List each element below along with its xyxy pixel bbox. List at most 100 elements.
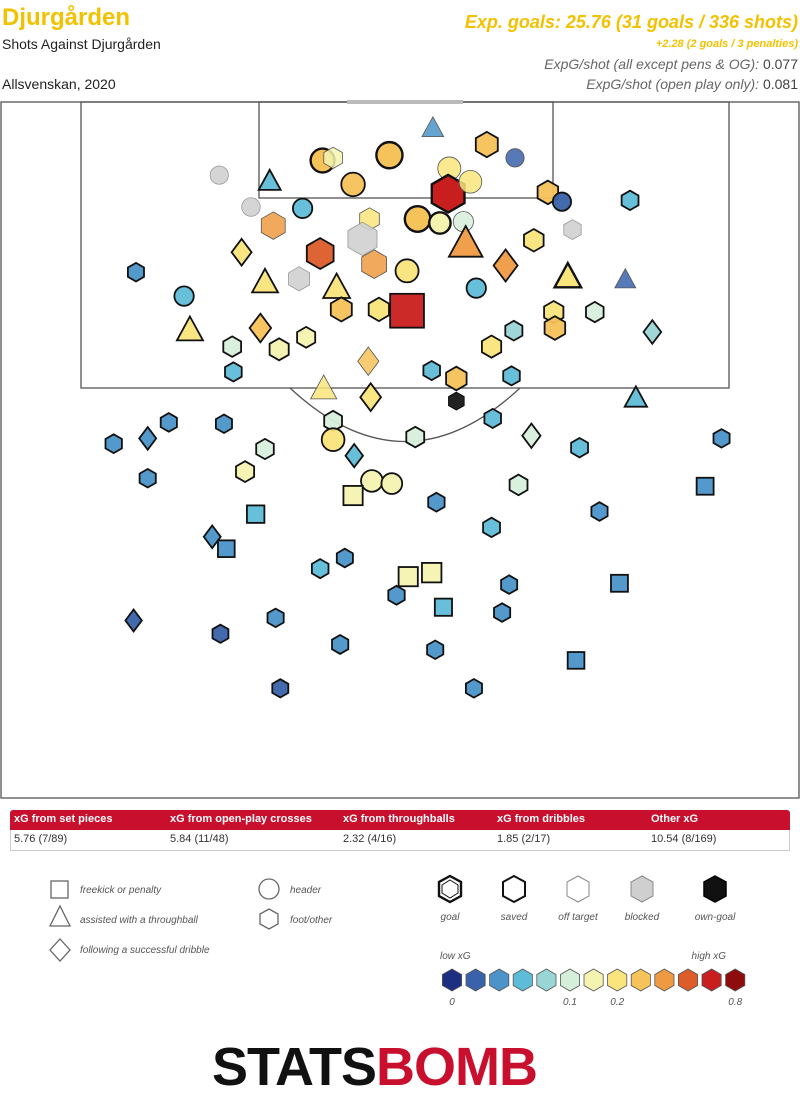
- shot-triangle-saved-34: [321, 271, 352, 299]
- shot-hexagon-saved-79: [508, 473, 529, 497]
- shot-circle-goal-19: [428, 211, 452, 235]
- shot-diamond-saved-98: [124, 607, 143, 634]
- shot-square-saved-83: [246, 504, 266, 524]
- shot-hexagon-saved-92: [500, 574, 519, 595]
- stat-label-dribbles: xG from dribbles: [497, 813, 586, 825]
- shot-hexagon-saved-48: [543, 315, 567, 341]
- shot-diamond-saved-68: [521, 422, 542, 450]
- stat-value-throughballs: 2.32 (4/16): [343, 833, 397, 845]
- shot-hexagon-saved-54: [422, 359, 441, 382]
- shot-hexagon-saved-50: [222, 335, 243, 358]
- shot-hexagon-saved-101: [426, 639, 445, 661]
- shot-hexagon-blocked-22: [347, 221, 378, 257]
- shot-triangle-goal-31: [552, 260, 584, 289]
- shot-triangle-off-58: [309, 374, 338, 400]
- shot-hexagon-saved-97: [493, 602, 512, 623]
- shot-hexagon-saved-73: [570, 436, 589, 459]
- stat-value-other: 10.54 (8/169): [651, 833, 717, 845]
- shot-circle-goal-4: [375, 140, 404, 170]
- xg-scale-swatch-7: [607, 968, 628, 992]
- xg-penalties: +2.28 (2 goals / 3 penalties): [655, 38, 798, 50]
- statsbomb-logo: STATSBOMB: [212, 1037, 538, 1097]
- shot-hexagon-saved-96: [266, 607, 285, 629]
- shot-hexagon-saved-32: [127, 261, 145, 283]
- xg-per-shot-open-value: 0.081: [762, 76, 798, 92]
- xg-per-shot-all-value: 0.077: [762, 56, 798, 72]
- xg-scale-ticks: 0 0.1 0.2 0.8: [449, 997, 742, 1008]
- shot-hexagon-saved-24: [523, 227, 545, 253]
- chart-subtitle: Shots Against Djurgården: [2, 36, 161, 52]
- shot-circle-saved-66: [320, 427, 346, 452]
- logo-stats: STATS: [212, 1037, 377, 1097]
- xg-per-shot-open: ExpG/shot (open play only): 0.081: [586, 76, 798, 92]
- shot-hexagon-off-21: [260, 211, 286, 240]
- shot-diamond-saved-49: [642, 318, 663, 346]
- shot-square-saved-87: [217, 539, 236, 558]
- shot-diamond-saved-86: [202, 523, 222, 550]
- shot-hexagon-saved-104: [464, 677, 483, 699]
- stat-value-crosses: 5.84 (11/48): [170, 833, 229, 845]
- legend-shapes: [48, 878, 280, 962]
- xg-breakdown-table: xG from set pieces xG from open-play cro…: [10, 810, 790, 851]
- xg-scale-swatch-5: [560, 968, 580, 992]
- chart-legend: freekick or penalty assisted with a thro…: [48, 874, 746, 1008]
- shot-hexagon-saved-84: [590, 501, 609, 522]
- shot-square-saved-41: [389, 292, 425, 329]
- shot-circle-saved-36: [465, 277, 487, 299]
- shot-triangle-saved-44: [175, 314, 205, 342]
- shot-hexagon-saved-88: [335, 547, 354, 569]
- own-goal-icon: [703, 875, 727, 903]
- shot-hexagon-saved-75: [235, 460, 256, 484]
- stat-label-crosses: xG from open-play crosses: [170, 813, 312, 825]
- legend-low-xg: low xG: [440, 951, 471, 962]
- shot-triangle-saved-8: [257, 167, 283, 191]
- stat-label-set-pieces: xG from set pieces: [14, 813, 113, 825]
- shot-square-saved-102: [566, 651, 586, 670]
- logo-bomb: BOMB: [376, 1037, 538, 1097]
- shot-square-saved-95: [433, 597, 453, 617]
- shot-map: [0, 100, 800, 799]
- shot-hexagon-saved-89: [310, 558, 330, 580]
- stat-value-set-pieces: 5.76 (7/89): [14, 833, 68, 845]
- shot-hexagon-blocked-35: [288, 266, 311, 292]
- shot-hexagon-saved-76: [138, 467, 157, 489]
- shot-circle-off-11: [458, 169, 483, 194]
- xg-scale-tick-0: 0: [449, 997, 455, 1008]
- shot-square-saved-91: [421, 562, 443, 584]
- xg-scale-swatch-9: [654, 968, 675, 992]
- xg-per-shot-all: ExpG/shot (all except pens & OG): 0.077: [544, 56, 798, 72]
- xg-scale-swatch-2: [489, 968, 510, 992]
- shot-hexagon-saved-52: [480, 334, 503, 359]
- xg-scale-swatch-12: [725, 968, 746, 992]
- shot-hexagon-saved-100: [331, 633, 350, 655]
- shot-circle-blocked-15: [241, 197, 261, 217]
- shot-diamond-saved-69: [138, 425, 158, 452]
- xg-per-shot-open-label: ExpG/shot (open play only):: [586, 76, 760, 92]
- shot-hexagon-saved-82: [427, 491, 446, 513]
- shot-hexagon-saved-99: [211, 623, 230, 644]
- legend-high-xg: high xG: [692, 951, 727, 962]
- shot-triangle-off-0: [421, 115, 445, 137]
- shot-diamond-saved-59: [359, 381, 383, 413]
- shot-hexagon-off-3: [323, 146, 343, 169]
- shot-triangle-saved-61: [623, 384, 649, 408]
- shot-circle-saved-16: [291, 197, 314, 219]
- xg-scale-swatch-1: [465, 968, 486, 992]
- shot-hexagon-saved-63: [214, 413, 233, 435]
- stat-value-dribbles: 1.85 (2/17): [497, 833, 551, 845]
- shot-hexagon-saved-6: [474, 130, 499, 159]
- shot-hexagon-saved-40: [367, 296, 390, 323]
- legend-label-square: freekick or penalty: [80, 885, 162, 896]
- shot-diamond-saved-30: [492, 247, 519, 284]
- goal-icon: [437, 874, 463, 904]
- xg-scale-tick-1: 0.1: [563, 997, 577, 1008]
- shot-hexagon-saved-74: [712, 428, 731, 449]
- stat-label-other: Other xG: [651, 813, 699, 825]
- shot-hexagon-saved-65: [483, 407, 502, 430]
- shot-hexagon-blocked-25: [563, 219, 582, 241]
- legend-label-goal: goal: [441, 912, 461, 923]
- team-title: Djurgården: [2, 4, 131, 31]
- shot-square-saved-80: [695, 476, 715, 496]
- legend-label-saved: saved: [501, 912, 528, 923]
- shot-hexagon-saved-103: [271, 678, 290, 699]
